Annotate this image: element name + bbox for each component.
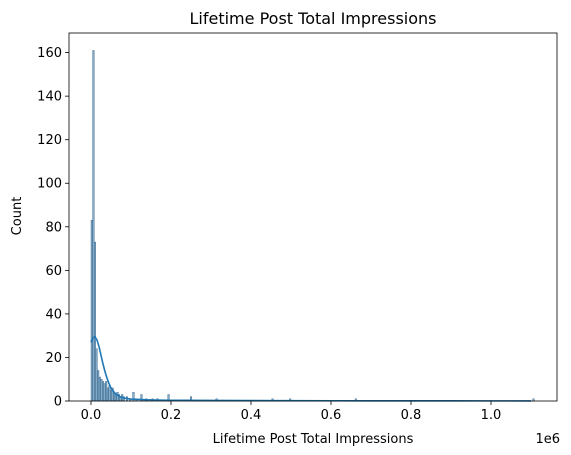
x-tick-label: 0.4 [241, 408, 262, 423]
histogram-bar [93, 241, 96, 402]
y-tick-label: 80 [45, 220, 62, 235]
y-tick-label: 100 [37, 177, 62, 192]
histogram-bar [106, 387, 109, 402]
histogram-bar [92, 50, 95, 402]
histogram-bar [109, 389, 112, 402]
x-tick-label: 0.6 [321, 408, 342, 423]
histogram-bar [108, 385, 111, 402]
plot-area: 0.0 0.2 0.4 0.6 0.8 1.0 0 20 40 60 80 100 120 140 160 [37, 32, 558, 423]
histogram-bar [114, 394, 117, 402]
y-tick-label: 0 [54, 395, 62, 410]
x-tick-label: 1.0 [481, 408, 502, 423]
x-tick-label: 0.2 [161, 408, 182, 423]
histogram-bar [101, 381, 104, 402]
x-axis-label: Lifetime Post Total Impressions [213, 432, 414, 447]
histogram-bar [90, 220, 93, 402]
kde-line [90, 335, 532, 402]
y-tick-label: 60 [45, 264, 62, 279]
x-tick-label: 0.8 [401, 408, 422, 423]
histogram-bar [97, 370, 100, 402]
histogram-bar [100, 379, 103, 402]
histogram-bar [95, 348, 98, 402]
y-tick-label: 160 [37, 46, 62, 61]
y-tick-label: 40 [45, 307, 62, 322]
histogram-bar [103, 383, 106, 402]
y-tick-label: 120 [37, 133, 62, 148]
x-axis-offset-label: 1e6 [535, 432, 560, 447]
histogram-bar [105, 381, 108, 402]
histogram-bar [98, 376, 101, 402]
plot-frame [68, 32, 558, 402]
y-tick-label: 20 [45, 351, 62, 366]
histogram-bar [116, 392, 119, 402]
y-axis-label: Count [10, 197, 25, 236]
y-tick-label: 140 [37, 90, 62, 105]
x-tick-label: 0.0 [81, 408, 102, 423]
chart-title: Lifetime Post Total Impressions [190, 9, 437, 28]
